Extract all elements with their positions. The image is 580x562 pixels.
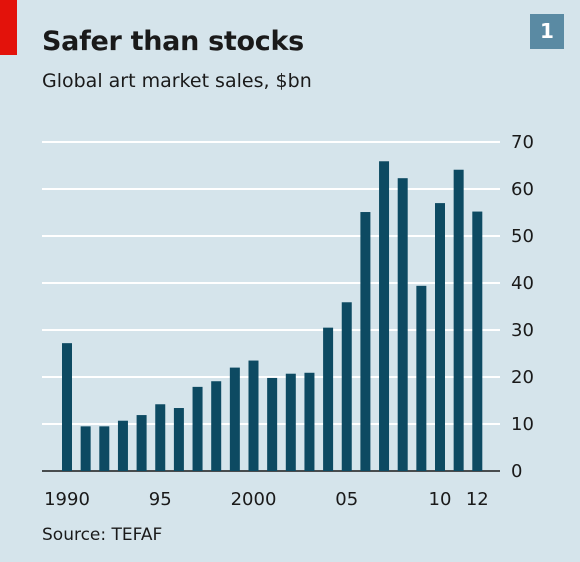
y-tick-label: 10 [511, 414, 534, 435]
bar [453, 169, 464, 472]
y-tick-label: 70 [511, 132, 534, 153]
x-tick-label: 2000 [231, 489, 277, 510]
chart-title: Safer than stocks [42, 26, 304, 57]
bar [248, 360, 259, 471]
accent-tag [0, 0, 17, 55]
bar [285, 373, 296, 471]
y-tick-label: 30 [511, 320, 534, 341]
bars [62, 161, 483, 472]
bar [379, 161, 390, 471]
bar [99, 426, 110, 471]
bar [211, 381, 222, 471]
y-tick-label: 40 [511, 273, 534, 294]
y-tick-label: 0 [511, 461, 522, 482]
y-tick-label: 20 [511, 367, 534, 388]
y-tick-label: 50 [511, 226, 534, 247]
bar [472, 211, 483, 471]
y-tick-label: 60 [511, 179, 534, 200]
bar [416, 285, 427, 471]
source-note: Source: TEFAF [42, 525, 163, 545]
bar [397, 178, 408, 471]
bar [155, 404, 166, 471]
x-axis-ticks: 1990 95 2000 05 10 12 [44, 489, 489, 510]
x-tick-label: 95 [149, 489, 172, 510]
chart-subtitle: Global art market sales, $bn [42, 70, 312, 92]
bar [117, 420, 128, 471]
bar [229, 367, 240, 471]
bar [136, 415, 147, 471]
bar [173, 408, 184, 471]
bar [62, 343, 72, 471]
bar [435, 203, 445, 471]
chart-number-badge: 1 [530, 14, 564, 49]
bar [80, 426, 91, 471]
bar [323, 327, 334, 471]
bar [360, 212, 371, 471]
x-tick-label: 12 [466, 489, 489, 510]
x-tick-label: 05 [335, 489, 358, 510]
bar [341, 302, 352, 471]
bar [267, 377, 278, 471]
bar [192, 386, 203, 471]
x-tick-label: 1990 [44, 489, 90, 510]
y-axis-ticks: 0 10 20 30 40 50 60 70 [511, 132, 534, 482]
x-tick-label: 10 [429, 489, 452, 510]
bar [304, 372, 315, 471]
